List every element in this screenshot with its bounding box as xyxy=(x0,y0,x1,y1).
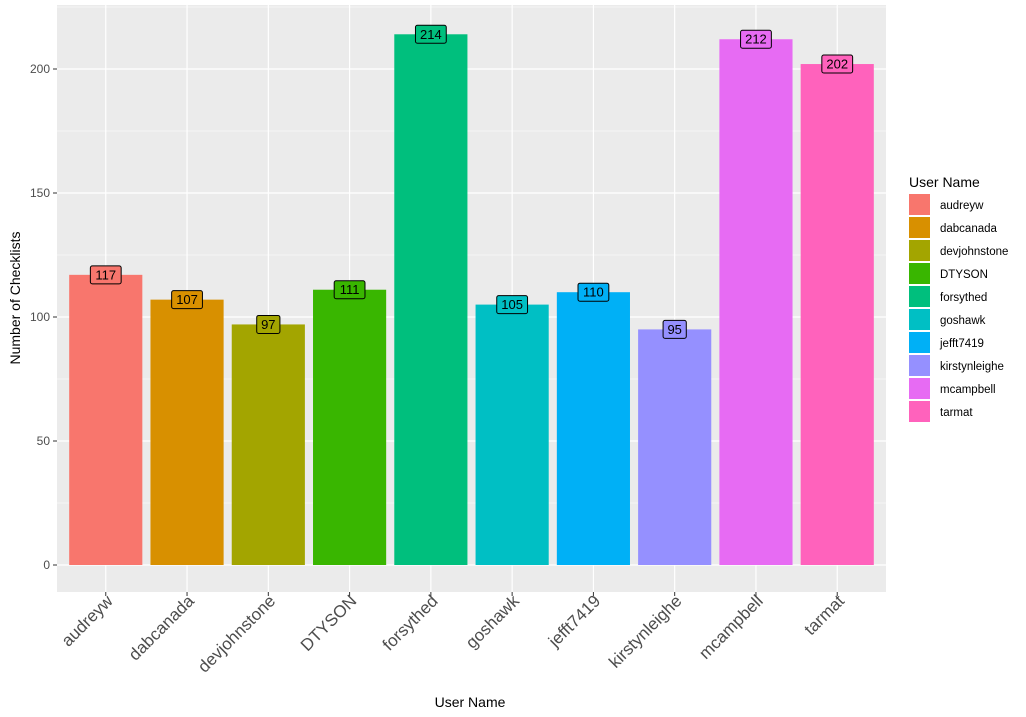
legend-label: dabcanada xyxy=(940,223,998,235)
bar-value-label-text: 97 xyxy=(261,317,275,332)
legend-item: jefft7419 xyxy=(909,332,984,353)
x-axis-title: User Name xyxy=(435,694,506,710)
bar-value-label-text: 105 xyxy=(501,297,523,312)
legend-key xyxy=(909,286,930,307)
x-tick-label: jefft7419 xyxy=(544,591,604,651)
bar-value-label: 107 xyxy=(171,290,203,310)
bar-value-labels: 117 107 97 111 214 105 110 95 212 202 xyxy=(89,24,854,339)
legend-label: tarmat xyxy=(940,407,973,419)
x-tick-label: tarmat xyxy=(801,591,849,639)
bar-value-label: 105 xyxy=(496,295,529,315)
legend-label: goshawk xyxy=(940,315,986,327)
bar xyxy=(394,34,468,565)
y-axis-title: Number of Checklists xyxy=(7,231,23,364)
bar-value-label-box xyxy=(333,280,366,300)
bar-value-label-text: 214 xyxy=(420,27,442,42)
bar-value-label: 117 xyxy=(89,265,122,285)
legend-item: audreyw xyxy=(909,194,984,215)
bar xyxy=(719,39,793,566)
legend-item: dabcanada xyxy=(909,217,998,238)
y-tick-label: 0 xyxy=(43,558,50,572)
legend-item: devjohnstone xyxy=(909,240,1008,261)
legend-key xyxy=(909,378,930,399)
bar-value-label: 212 xyxy=(740,29,772,49)
bar-value-label-box xyxy=(821,54,854,74)
bar-value-label-box xyxy=(662,319,687,339)
bar xyxy=(69,274,143,565)
legend-item: mcampbell xyxy=(909,378,996,399)
bar-value-label-text: 111 xyxy=(340,282,360,297)
legend-label: audreyw xyxy=(940,200,984,212)
y-axis-ticks: 0 50 100 150 200 xyxy=(30,62,57,572)
bar xyxy=(475,304,549,565)
legend-label: DTYSON xyxy=(940,269,988,281)
bar xyxy=(313,289,387,565)
legend-key xyxy=(909,309,930,330)
bar xyxy=(231,324,305,565)
legend-item: kirstynleighe xyxy=(909,355,1004,376)
x-tick-label: forsythed xyxy=(379,591,442,654)
x-tick-label: kirstynleighe xyxy=(605,591,685,671)
x-tick-label: devjohnstone xyxy=(194,591,279,676)
bar-value-label-box xyxy=(740,29,772,49)
y-tick-label: 100 xyxy=(30,310,50,324)
bar-value-label: 97 xyxy=(256,314,281,334)
bar-value-label-box xyxy=(171,290,203,310)
legend-key xyxy=(909,355,930,376)
bar-value-label-text: 117 xyxy=(95,267,116,282)
bar-value-label-text: 110 xyxy=(583,285,604,300)
bars xyxy=(69,34,874,566)
legend-items: audreyw dabcanada devjohnstone DTYSON forsyt… xyxy=(909,194,1008,422)
bar-value-label-box xyxy=(496,295,529,315)
x-tick-label: dabcanada xyxy=(125,591,198,664)
x-tick-label: DTYSON xyxy=(297,591,361,655)
legend-item: goshawk xyxy=(909,309,986,330)
bar-value-label-text: 107 xyxy=(176,292,198,307)
bar-value-label-box xyxy=(89,265,122,285)
bar-value-label-box xyxy=(577,282,610,302)
legend-item: DTYSON xyxy=(909,263,988,284)
y-tick-label: 50 xyxy=(37,434,51,448)
legend-label: mcampbell xyxy=(940,384,996,396)
legend-label: kirstynleighe xyxy=(940,361,1004,373)
bar xyxy=(150,299,224,565)
legend-key xyxy=(909,240,930,261)
bar xyxy=(556,292,630,565)
legend-label: devjohnstone xyxy=(940,246,1008,258)
legend-key xyxy=(909,263,930,284)
bar-value-label-text: 202 xyxy=(826,57,848,72)
legend-key xyxy=(909,217,930,238)
legend-key xyxy=(909,194,930,215)
bar xyxy=(800,64,874,565)
legend-item: forsythed xyxy=(909,286,987,307)
legend-label: forsythed xyxy=(940,292,987,304)
legend-key xyxy=(909,401,930,422)
bar-value-label-text: 95 xyxy=(667,322,681,337)
legend-item: tarmat xyxy=(909,401,973,422)
x-tick-label: mcampbell xyxy=(695,591,767,663)
bar-value-label: 95 xyxy=(662,319,687,339)
bar-value-label-box xyxy=(414,24,447,44)
bar-value-label: 111 xyxy=(333,280,366,300)
legend-key xyxy=(909,332,930,353)
bar-value-label: 110 xyxy=(577,282,610,302)
bar-value-label-text: 212 xyxy=(745,32,767,47)
x-tick-label: audreyw xyxy=(58,591,117,650)
bar xyxy=(638,329,712,565)
bar-value-label-box xyxy=(256,314,281,334)
legend-title: User Name xyxy=(909,174,980,190)
bar-value-label: 202 xyxy=(821,54,854,74)
bar-value-label: 214 xyxy=(414,24,447,44)
x-tick-label: goshawk xyxy=(462,591,523,652)
y-tick-label: 200 xyxy=(30,62,50,76)
y-tick-label: 150 xyxy=(30,186,50,200)
legend-label: jefft7419 xyxy=(939,338,984,350)
legend: User Name audreyw dabcanada devjohnstone DT… xyxy=(909,174,1008,422)
